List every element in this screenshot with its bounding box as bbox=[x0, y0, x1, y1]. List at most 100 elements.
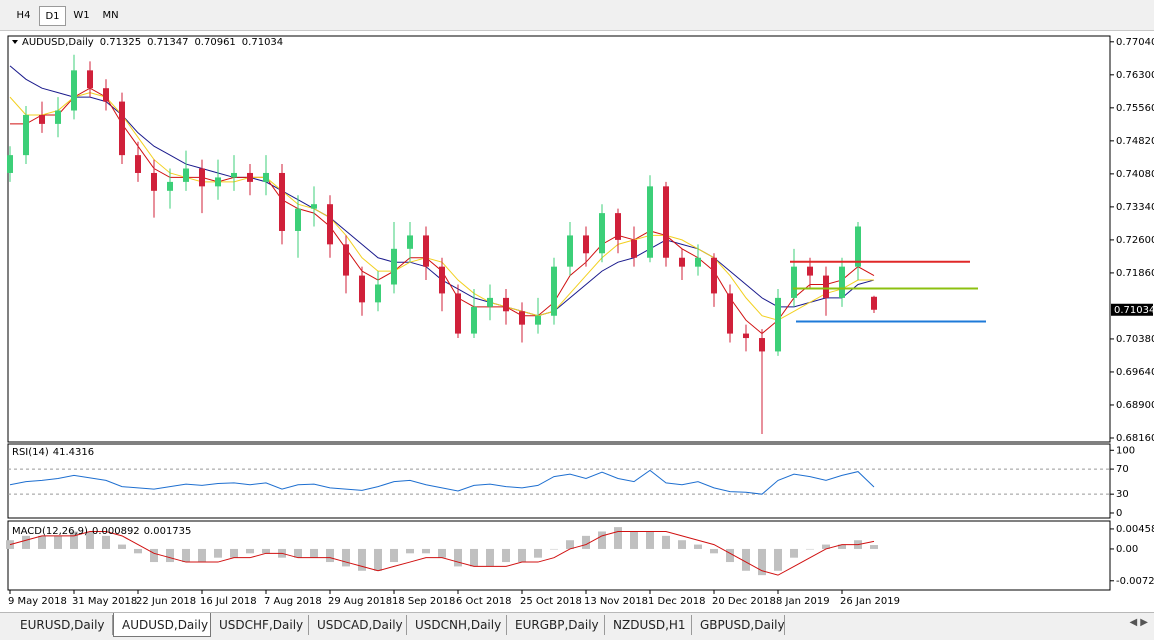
histogram-bar bbox=[678, 540, 686, 549]
histogram-bar bbox=[38, 535, 46, 549]
candle-body bbox=[535, 315, 541, 325]
histogram-bar bbox=[70, 531, 78, 549]
histogram-bar bbox=[326, 548, 334, 563]
candle-body bbox=[183, 168, 189, 182]
histogram-bar bbox=[86, 531, 94, 549]
candle-body bbox=[263, 172, 269, 182]
ohlc-value: 0.70961 bbox=[194, 37, 235, 48]
histogram-bar bbox=[838, 544, 846, 549]
candle-body bbox=[711, 257, 717, 294]
histogram-bar bbox=[214, 548, 222, 558]
histogram-bar bbox=[198, 548, 206, 563]
chart-tab[interactable]: GBPUSD,Daily bbox=[692, 615, 785, 635]
tab-scroll[interactable]: ◀ ▶ bbox=[1129, 617, 1148, 628]
y-tick-label: 0.68160 bbox=[1116, 433, 1154, 444]
histogram-bar bbox=[630, 531, 638, 549]
candle-body bbox=[343, 244, 349, 276]
panel-content bbox=[6, 527, 878, 576]
x-tick-label: 29 Aug 2018 bbox=[328, 596, 392, 607]
panel-content bbox=[8, 468, 1110, 495]
candle-body bbox=[55, 110, 61, 124]
histogram-bar bbox=[486, 548, 494, 567]
x-tick-label: 26 Jan 2019 bbox=[840, 596, 900, 607]
y-tick-label: 0.72600 bbox=[1116, 235, 1154, 246]
candle-body bbox=[407, 235, 413, 249]
candle-body bbox=[631, 239, 637, 258]
candle-body bbox=[647, 186, 653, 258]
histogram-bar bbox=[806, 548, 814, 550]
chart-tab[interactable]: NZDUSD,H1 bbox=[605, 615, 692, 635]
indicator-value: 0.000892 bbox=[92, 526, 140, 537]
chart-tab[interactable]: USDCHF,Daily bbox=[211, 615, 309, 635]
timeframe-button[interactable]: MN bbox=[102, 10, 119, 21]
chart-tab[interactable]: AUDUSD,Daily bbox=[113, 613, 211, 637]
candle-body bbox=[71, 70, 77, 111]
candle-body bbox=[311, 204, 317, 209]
candle-body bbox=[423, 235, 429, 267]
candle-body bbox=[743, 333, 749, 339]
candle-body bbox=[167, 181, 173, 191]
chart-tab[interactable]: EURUSD,Daily bbox=[12, 615, 113, 635]
candle-body bbox=[679, 257, 685, 267]
x-tick-label: 7 Aug 2018 bbox=[264, 596, 322, 607]
timeframe-button[interactable]: W1 bbox=[73, 10, 90, 21]
indicator-value: 41.4316 bbox=[53, 447, 94, 458]
candle-body bbox=[663, 186, 669, 258]
y-tick-label: 0.76300 bbox=[1116, 70, 1154, 81]
ohlc-value: 0.71034 bbox=[242, 37, 283, 48]
timeframe-button[interactable]: D1 bbox=[39, 6, 66, 26]
candle-body bbox=[871, 296, 877, 310]
candle-body bbox=[135, 155, 141, 173]
y-tick-label: 0.74820 bbox=[1116, 136, 1154, 147]
candle-body bbox=[39, 114, 45, 124]
candle-body bbox=[519, 311, 525, 325]
x-tick-label: 31 May 2018 bbox=[72, 596, 137, 607]
candle-body bbox=[231, 172, 237, 178]
candle-body bbox=[199, 168, 205, 187]
histogram-bar bbox=[406, 548, 414, 554]
histogram-bar bbox=[518, 548, 526, 563]
histogram-bar bbox=[374, 548, 382, 571]
candle-body bbox=[839, 266, 845, 298]
histogram-bar bbox=[822, 544, 830, 549]
y-tick-label: 0.75560 bbox=[1116, 103, 1154, 114]
y-tick-label: 30 bbox=[1116, 489, 1129, 500]
chart-tab[interactable]: EURGBP,Daily bbox=[507, 615, 605, 635]
price-tag-label: 0.71034 bbox=[1114, 305, 1154, 316]
signal-line bbox=[9, 530, 875, 576]
histogram-bar bbox=[54, 535, 62, 549]
histogram-bar bbox=[422, 548, 430, 554]
candle-body bbox=[247, 172, 253, 182]
candle-body bbox=[503, 297, 509, 312]
chart-tab[interactable]: USDCNH,Daily bbox=[407, 615, 507, 635]
histogram-bar bbox=[646, 531, 654, 549]
candle-body bbox=[87, 70, 93, 89]
x-tick-label: 18 Sep 2018 bbox=[392, 596, 455, 607]
candle-body bbox=[727, 293, 733, 334]
y-tick-label: 0.71860 bbox=[1116, 268, 1154, 279]
x-tick-label: 13 Nov 2018 bbox=[584, 596, 648, 607]
price-tag bbox=[1111, 303, 1153, 316]
histogram-bar bbox=[150, 548, 158, 563]
histogram-bar bbox=[614, 527, 622, 549]
ohlc-value: 0.71325 bbox=[100, 37, 141, 48]
histogram-bar bbox=[262, 548, 270, 554]
candle-body bbox=[7, 155, 13, 173]
panel-frame bbox=[7, 443, 1111, 519]
timeframe-button[interactable]: H4 bbox=[16, 10, 31, 21]
indicator-line bbox=[9, 469, 875, 495]
candle-body bbox=[295, 208, 301, 231]
symbol-title: AUDUSD,Daily bbox=[22, 37, 94, 48]
y-tick-label: 0.68900 bbox=[1116, 400, 1154, 411]
chart-header: AUDUSD,Daily 0.71325 0.71347 0.70961 0.71034 bbox=[22, 37, 283, 48]
histogram-bar bbox=[118, 544, 126, 549]
histogram-bar bbox=[310, 548, 318, 558]
histogram-bar bbox=[246, 548, 254, 554]
candle-body bbox=[599, 213, 605, 254]
candle-body bbox=[855, 226, 861, 267]
chart-tab[interactable]: USDCAD,Daily bbox=[309, 615, 407, 635]
y-tick-label: 0.70380 bbox=[1116, 334, 1154, 345]
candle-body bbox=[327, 204, 333, 245]
